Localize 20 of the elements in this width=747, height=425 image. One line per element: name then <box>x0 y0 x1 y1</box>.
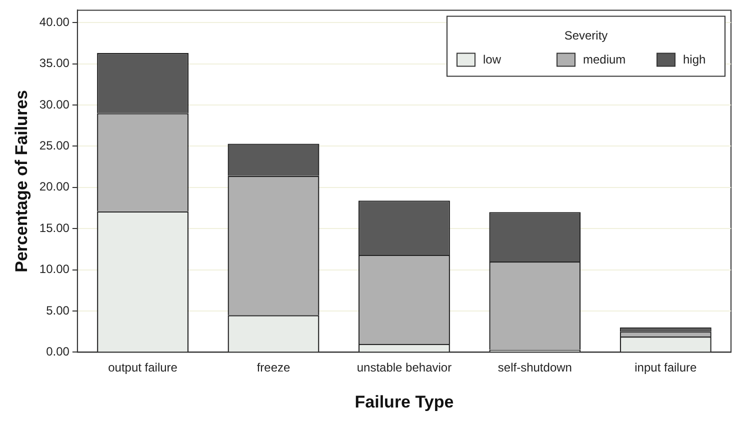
legend-title: Severity <box>564 28 608 43</box>
legend-label: high <box>683 52 706 67</box>
y-tick-label: 35.00 <box>39 56 70 70</box>
legend-label: medium <box>583 52 626 67</box>
y-tick-label: 30.00 <box>39 97 70 112</box>
x-tick-label: unstable behavior <box>356 360 452 375</box>
y-tick-label: 20.00 <box>39 180 70 194</box>
legend-label: low <box>483 52 502 67</box>
y-tick-label: 25.00 <box>39 138 70 152</box>
x-tick-label: output failure <box>108 360 178 375</box>
y-axis-title: Percentage of Failures <box>12 90 31 272</box>
x-tick-label: input failure <box>634 360 697 375</box>
x-axis-title: Failure Type <box>354 392 454 412</box>
x-tick-label: freeze <box>256 360 290 375</box>
y-tick-label: 10.00 <box>39 262 70 276</box>
y-tick-label: 15.00 <box>39 220 70 235</box>
y-tick-label: 40.00 <box>39 14 70 29</box>
y-tick-label: 5.00 <box>46 303 70 318</box>
y-tick-label: 0.00 <box>46 344 70 359</box>
x-tick-label: self-shutdown <box>498 360 572 375</box>
